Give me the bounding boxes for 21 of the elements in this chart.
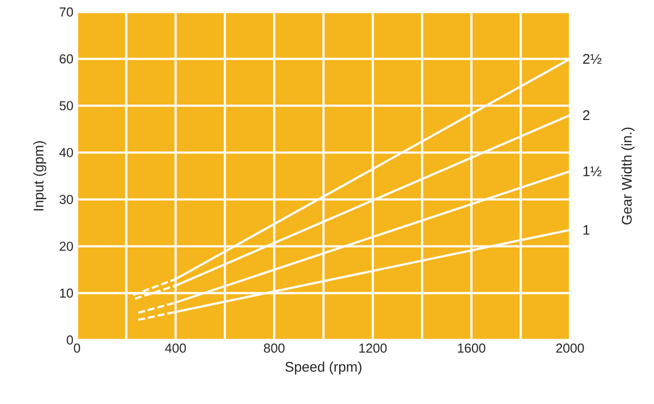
y-tick-label: 40 [59,148,73,158]
y-tick-label: 10 [60,288,73,298]
y-tick-label: 30 [60,194,73,204]
series-label: 2½ [583,54,602,64]
legend-title: Gear Width (in.) [622,128,635,225]
y-tick-label: 50 [60,101,73,110]
series-label: 2 [583,110,590,120]
series-label: 1 [583,225,590,235]
y-tick-label: 70 [60,7,73,17]
x-tick-label: 800 [264,344,285,353]
x-tick-label: 2000 [556,344,584,353]
x-tick-label: 1200 [359,344,387,353]
x-tick-label: 400 [165,344,186,353]
y-axis-title: Input (gpm) [33,141,46,210]
y-tick-label: 20 [60,242,73,251]
y-tick-label: 60 [60,54,73,64]
x-tick-label: 0 [74,344,80,353]
y-tick-label: 0 [66,335,73,345]
x-axis-title: Speed (rpm) [285,362,362,375]
series-label: 1½ [583,166,602,176]
x-tick-label: 1600 [458,344,486,353]
